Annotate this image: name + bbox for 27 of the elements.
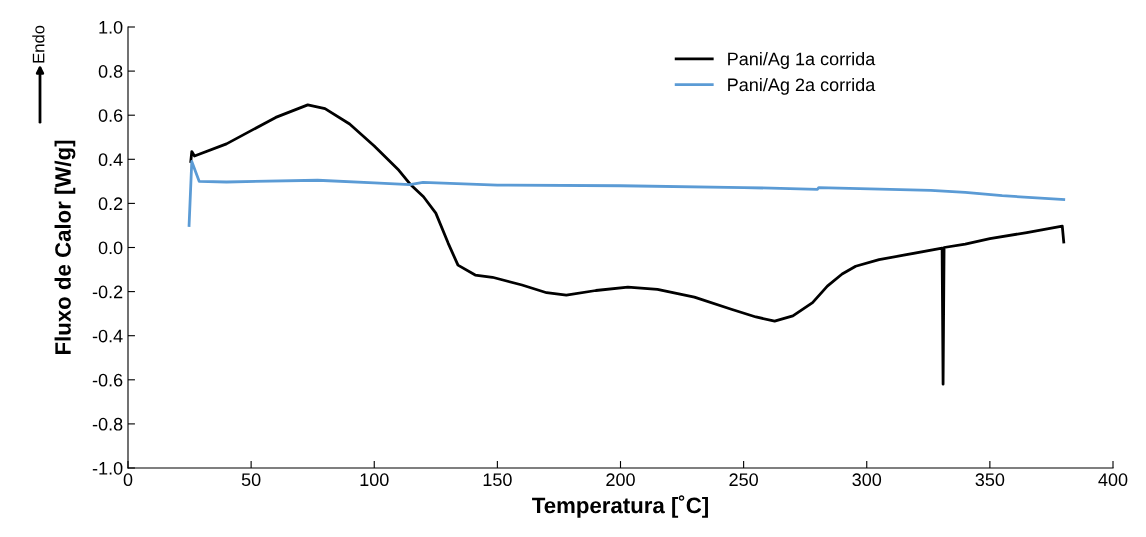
x-tick-label: 400: [1098, 473, 1128, 487]
x-tick-label: 100: [360, 473, 389, 487]
y-tick-label: 1.0: [99, 20, 123, 34]
y-tick-label: -0.8: [92, 417, 123, 431]
line-series: [187, 160, 1066, 227]
x-tick-label: 150: [483, 473, 512, 487]
legend-label: Pani/Ag 1a corrida: [728, 52, 876, 69]
x-tick-label: 300: [852, 473, 882, 487]
y-tick-label: 0.8: [98, 65, 123, 78]
y-tick-label: 0.2: [98, 197, 123, 211]
y-tick-label: -0.4: [92, 329, 123, 343]
x-tick-label: 350: [975, 473, 1005, 487]
y-axis-title: Fluxo de Calor [W/g]: [54, 140, 76, 355]
x-tick-label: 0: [123, 473, 133, 487]
y-tick-label: 0.6: [98, 109, 123, 122]
y-tick-label: -1.0: [92, 461, 123, 475]
x-tick-label: 50: [241, 473, 261, 487]
legend-label: Pani/Ag 2a corrida: [728, 77, 876, 95]
y-tick-label: -0.6: [92, 373, 123, 387]
x-tick-label: 200: [606, 473, 635, 487]
y-tick-label: 0.4: [98, 153, 123, 167]
x-tick-label: 250: [729, 473, 758, 487]
x-axis-title: Temperatura [˚C]: [532, 495, 708, 518]
y-tick-label: 0.0: [98, 241, 123, 255]
y-tick-label: -0.2: [92, 285, 123, 299]
line-series: [189, 103, 1066, 386]
text: Endo: [32, 25, 45, 63]
